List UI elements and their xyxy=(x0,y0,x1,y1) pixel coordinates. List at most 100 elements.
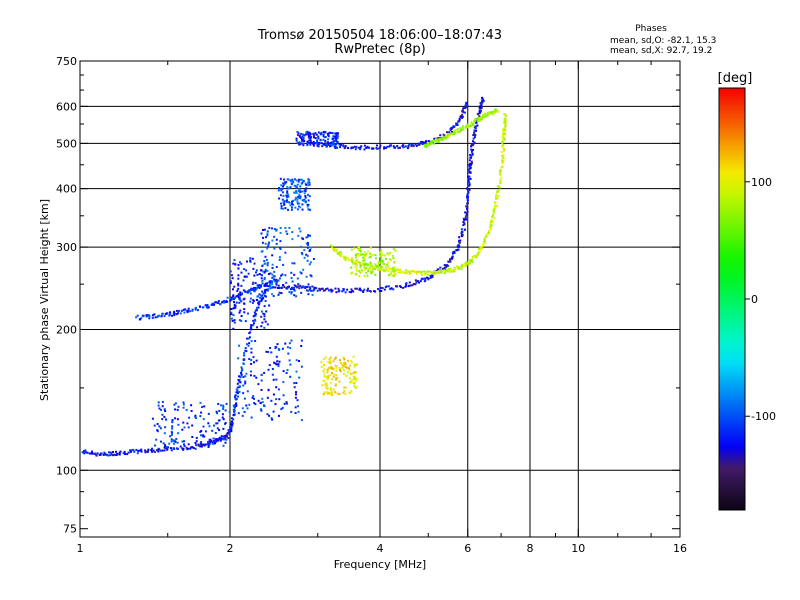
echo-dot xyxy=(298,202,301,205)
echo-dot xyxy=(301,237,304,240)
echo-dot xyxy=(264,236,267,239)
echo-dot xyxy=(324,356,327,359)
echo-dot xyxy=(363,263,366,266)
echo-dot xyxy=(235,301,238,304)
echo-dot xyxy=(217,402,220,405)
echo-dot xyxy=(322,289,325,292)
echo-dot xyxy=(212,302,215,305)
echo-dot xyxy=(257,383,260,386)
echo-dot xyxy=(277,287,279,289)
echo-dot xyxy=(171,314,173,317)
echo-dot xyxy=(249,259,252,262)
echo-dot xyxy=(381,287,384,290)
echo-dot xyxy=(327,376,330,379)
echo-dot xyxy=(336,141,339,144)
echo-dot xyxy=(304,201,307,204)
echo-dot xyxy=(243,352,246,355)
echo-dot xyxy=(483,239,486,242)
echo-dot xyxy=(293,294,296,297)
echo-dot xyxy=(252,319,255,322)
echo-dot xyxy=(502,128,505,131)
echo-dot xyxy=(311,285,314,288)
echo-dot xyxy=(327,144,330,146)
echo-dot xyxy=(423,270,426,273)
echo-dot xyxy=(286,196,289,199)
echo-dot xyxy=(235,398,238,400)
echo-dot xyxy=(261,397,264,400)
echo-dot xyxy=(336,376,339,379)
echo-dot xyxy=(457,248,460,251)
echo-dot xyxy=(469,259,472,262)
echo-dot xyxy=(268,364,271,367)
echo-dot xyxy=(247,312,249,315)
echo-dot xyxy=(503,148,506,151)
echo-dot xyxy=(229,299,232,302)
echo-dot xyxy=(318,142,321,145)
echo-dot xyxy=(446,268,448,271)
echo-dot xyxy=(246,337,249,340)
echo-dot xyxy=(217,438,219,441)
echo-dot xyxy=(294,191,297,194)
echo-dot xyxy=(207,306,210,309)
echo-dot xyxy=(282,194,285,197)
y-tick-label: 200 xyxy=(56,323,77,336)
echo-dot xyxy=(391,267,394,270)
echo-dot xyxy=(415,272,418,275)
echo-dot xyxy=(471,124,474,127)
echo-dot xyxy=(358,270,361,272)
echo-dot xyxy=(304,195,307,197)
echo-dot xyxy=(302,136,305,139)
echo-dot xyxy=(348,259,351,262)
echo-dot xyxy=(338,393,341,396)
echo-dot xyxy=(355,258,358,261)
echo-dot xyxy=(390,272,392,275)
echo-dot xyxy=(382,260,385,263)
echo-dot xyxy=(312,140,315,143)
echo-dot xyxy=(442,133,445,136)
echo-dot xyxy=(290,410,293,413)
echo-dot xyxy=(456,122,459,125)
echo-dot xyxy=(186,311,189,314)
echo-dot xyxy=(234,394,237,397)
echo-dot xyxy=(296,131,299,133)
echo-dot xyxy=(480,102,483,105)
y-axis-label: Stationary phase Virtual Height [km] xyxy=(38,199,51,401)
echo-dot xyxy=(477,113,480,116)
echo-dot xyxy=(211,441,214,444)
echo-dot xyxy=(327,133,330,135)
echo-dot xyxy=(470,162,473,165)
echo-dot xyxy=(418,143,421,146)
echo-dot xyxy=(291,280,294,283)
echo-dot xyxy=(238,380,241,383)
echo-dot xyxy=(238,261,241,264)
echo-dot xyxy=(468,183,471,186)
echo-dot xyxy=(232,408,235,411)
echo-dot xyxy=(503,121,506,124)
echo-dot xyxy=(460,264,463,267)
echo-dot xyxy=(173,310,176,313)
echo-dot xyxy=(295,191,298,194)
echo-dot xyxy=(170,449,173,452)
echo-dot xyxy=(280,408,283,411)
echo-dot xyxy=(347,367,350,370)
echo-dot xyxy=(214,438,217,441)
echo-dot xyxy=(392,288,395,291)
echo-dot xyxy=(300,132,303,135)
echo-dot xyxy=(447,260,450,263)
echo-dot xyxy=(452,126,454,129)
echo-dot xyxy=(449,258,451,261)
echo-dot xyxy=(290,183,293,186)
echo-dot xyxy=(207,444,210,447)
echo-dot xyxy=(377,266,379,269)
echo-dot xyxy=(478,250,481,253)
echo-dot xyxy=(191,309,194,312)
echo-dot xyxy=(266,230,269,233)
echo-dot xyxy=(181,447,184,450)
echo-dot xyxy=(440,269,443,271)
echo-dot xyxy=(202,425,205,428)
echo-dot xyxy=(363,266,366,269)
echo-dot xyxy=(291,262,294,265)
echo-dot xyxy=(444,135,447,138)
echo-dot xyxy=(323,364,325,366)
echo-dot xyxy=(266,234,269,237)
